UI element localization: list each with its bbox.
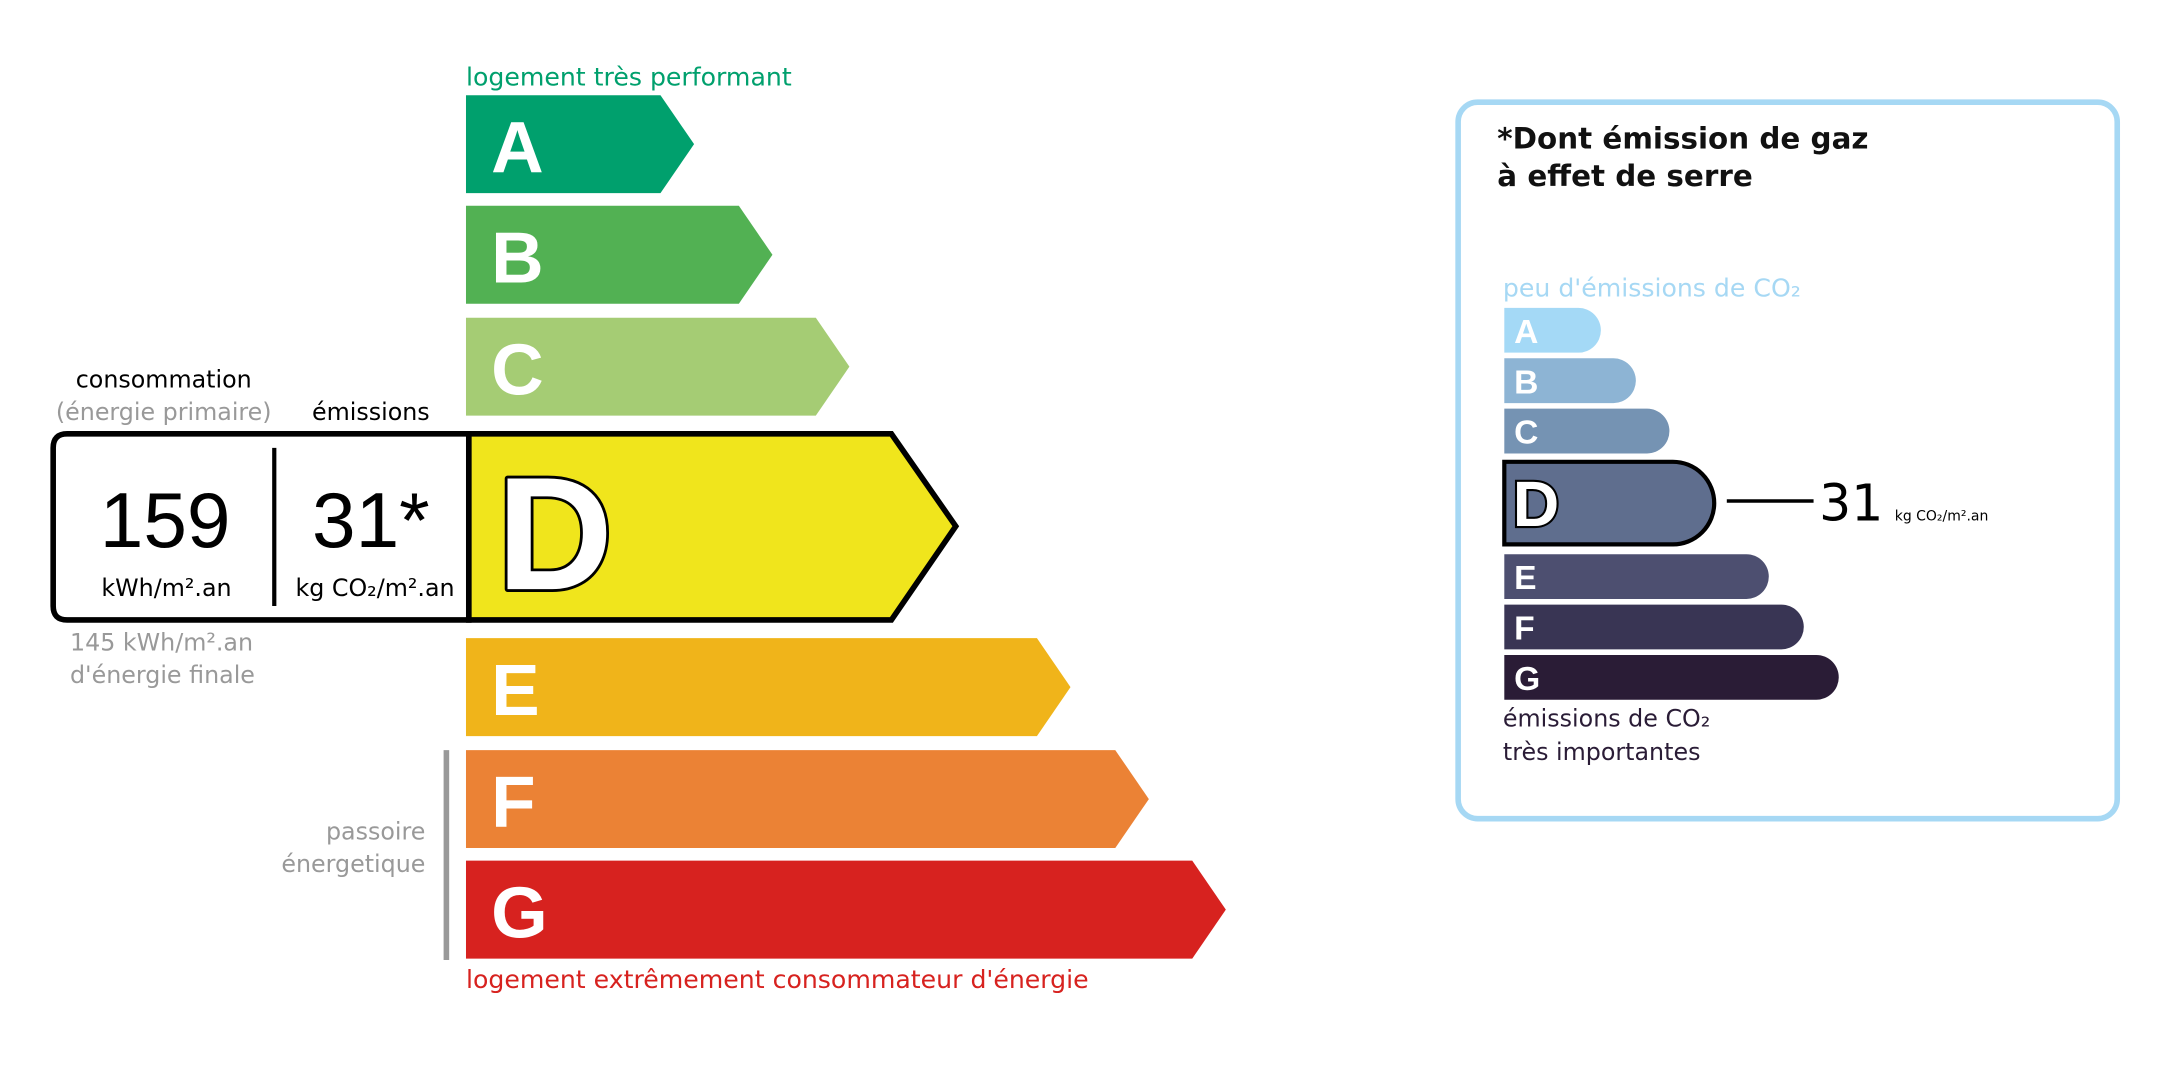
ges-letter-a: A [1514,314,1538,351]
ges-bar-g [1504,654,1839,700]
emissions-label: émissions [312,398,430,426]
dpe-letter-a: A [491,107,544,188]
ges-letter-f: F [1514,611,1535,648]
dpe-letter-e: E [491,650,540,731]
dpe-bar-a [465,95,695,194]
ges-value: 31 [1819,474,1883,533]
dpe-bar-g [465,860,1226,959]
dpe-letter-b: B [491,218,544,299]
dpe-letter-g: G [491,873,548,954]
ges-letter-e: E [1514,560,1536,597]
consumption-sublabel: (énergie primaire) [56,398,272,426]
ges-bar-a [1504,307,1601,353]
dpe-value-box [50,431,472,623]
consumption-unit: kWh/m².an [101,574,231,602]
ges-letter-d: D [1513,468,1559,540]
dpe-bottom-label: logement extrêmement consommateur d'éner… [466,965,1089,994]
emissions-value: 31* [312,476,430,564]
dpe-bar-c [465,317,850,416]
ges-letter-c: C [1514,415,1538,452]
dpe-letter-f: F [491,762,535,843]
dpe-letter-c: C [491,330,544,411]
dpe-top-label: logement très performant [466,62,792,91]
ges-bar-c [1504,408,1670,454]
final-energy-line1: 145 kWh/m².an [70,629,253,657]
passoire-label-line2: énergetique [281,850,425,878]
ges-unit: kg CO₂/m².an [1895,509,1989,525]
ges-bottom-label-line2: très importantes [1503,738,1701,766]
dpe-letter-d: D [497,444,613,624]
ges-bar-e [1504,554,1769,599]
dpe-bar-e [465,638,1071,737]
consumption-value: 159 [100,476,231,564]
ges-title-line2: à effet de serre [1497,159,1752,193]
ges-top-label: peu d'émissions de CO₂ [1503,274,1801,303]
ges-letter-b: B [1514,364,1538,401]
emissions-unit: kg CO₂/m².an [295,574,454,602]
ges-bar-b [1504,358,1636,404]
ges-letter-g: G [1514,661,1540,698]
ges-bottom-label-line1: émissions de CO₂ [1503,704,1710,732]
ges-title-line1: *Dont émission de gaz [1497,121,1868,155]
ges-bar-f [1504,604,1804,650]
dpe-bar-b [465,205,773,304]
passoire-label-line1: passoire [326,818,425,846]
ges-bar-d [1502,459,1717,547]
consumption-label: consommation [76,366,252,394]
dpe-bar-f [465,750,1149,849]
final-energy-line2: d'énergie finale [70,661,255,689]
